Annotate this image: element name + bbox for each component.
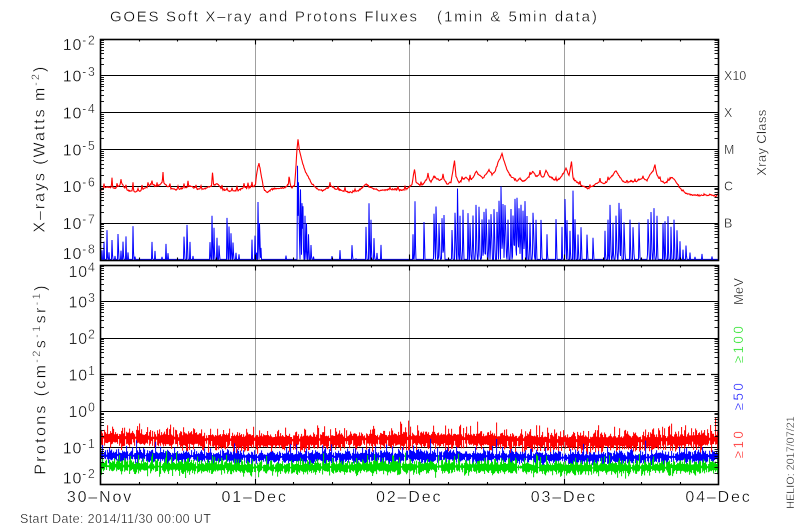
svg-text:(1min & 5min data): (1min & 5min data) [437, 9, 599, 26]
svg-text:≥50: ≥50 [731, 381, 746, 411]
svg-text:≥100: ≥100 [731, 324, 746, 364]
svg-text:03–Dec: 03–Dec [531, 489, 597, 506]
svg-text:B: B [724, 217, 732, 231]
svg-text:C: C [724, 180, 733, 194]
svg-text:X: X [724, 106, 733, 120]
svg-text:30–Nov: 30–Nov [67, 489, 133, 506]
svg-text:Xray Class: Xray Class [754, 109, 769, 175]
svg-text:02–Dec: 02–Dec [376, 489, 442, 506]
svg-text:GOES Soft X–ray and Protons Fl: GOES Soft X–ray and Protons Fluxes [110, 9, 419, 26]
svg-text:X–rays (Watts m-2): X–rays (Watts m-2) [30, 65, 49, 233]
svg-text:M: M [724, 143, 734, 157]
svg-text:01–Dec: 01–Dec [221, 489, 287, 506]
svg-text:Start Date: 2014/11/30 00:00 U: Start Date: 2014/11/30 00:00 UT [20, 512, 211, 526]
svg-text:X10: X10 [724, 69, 746, 83]
svg-text:04–Dec: 04–Dec [685, 489, 751, 506]
svg-text:HELIO: 2017/07/21: HELIO: 2017/07/21 [785, 416, 797, 508]
svg-text:Protons (cm-2s-1sr-1): Protons (cm-2s-1sr-1) [31, 283, 50, 475]
svg-text:≥10: ≥10 [731, 429, 746, 459]
svg-text:MeV: MeV [731, 278, 746, 305]
